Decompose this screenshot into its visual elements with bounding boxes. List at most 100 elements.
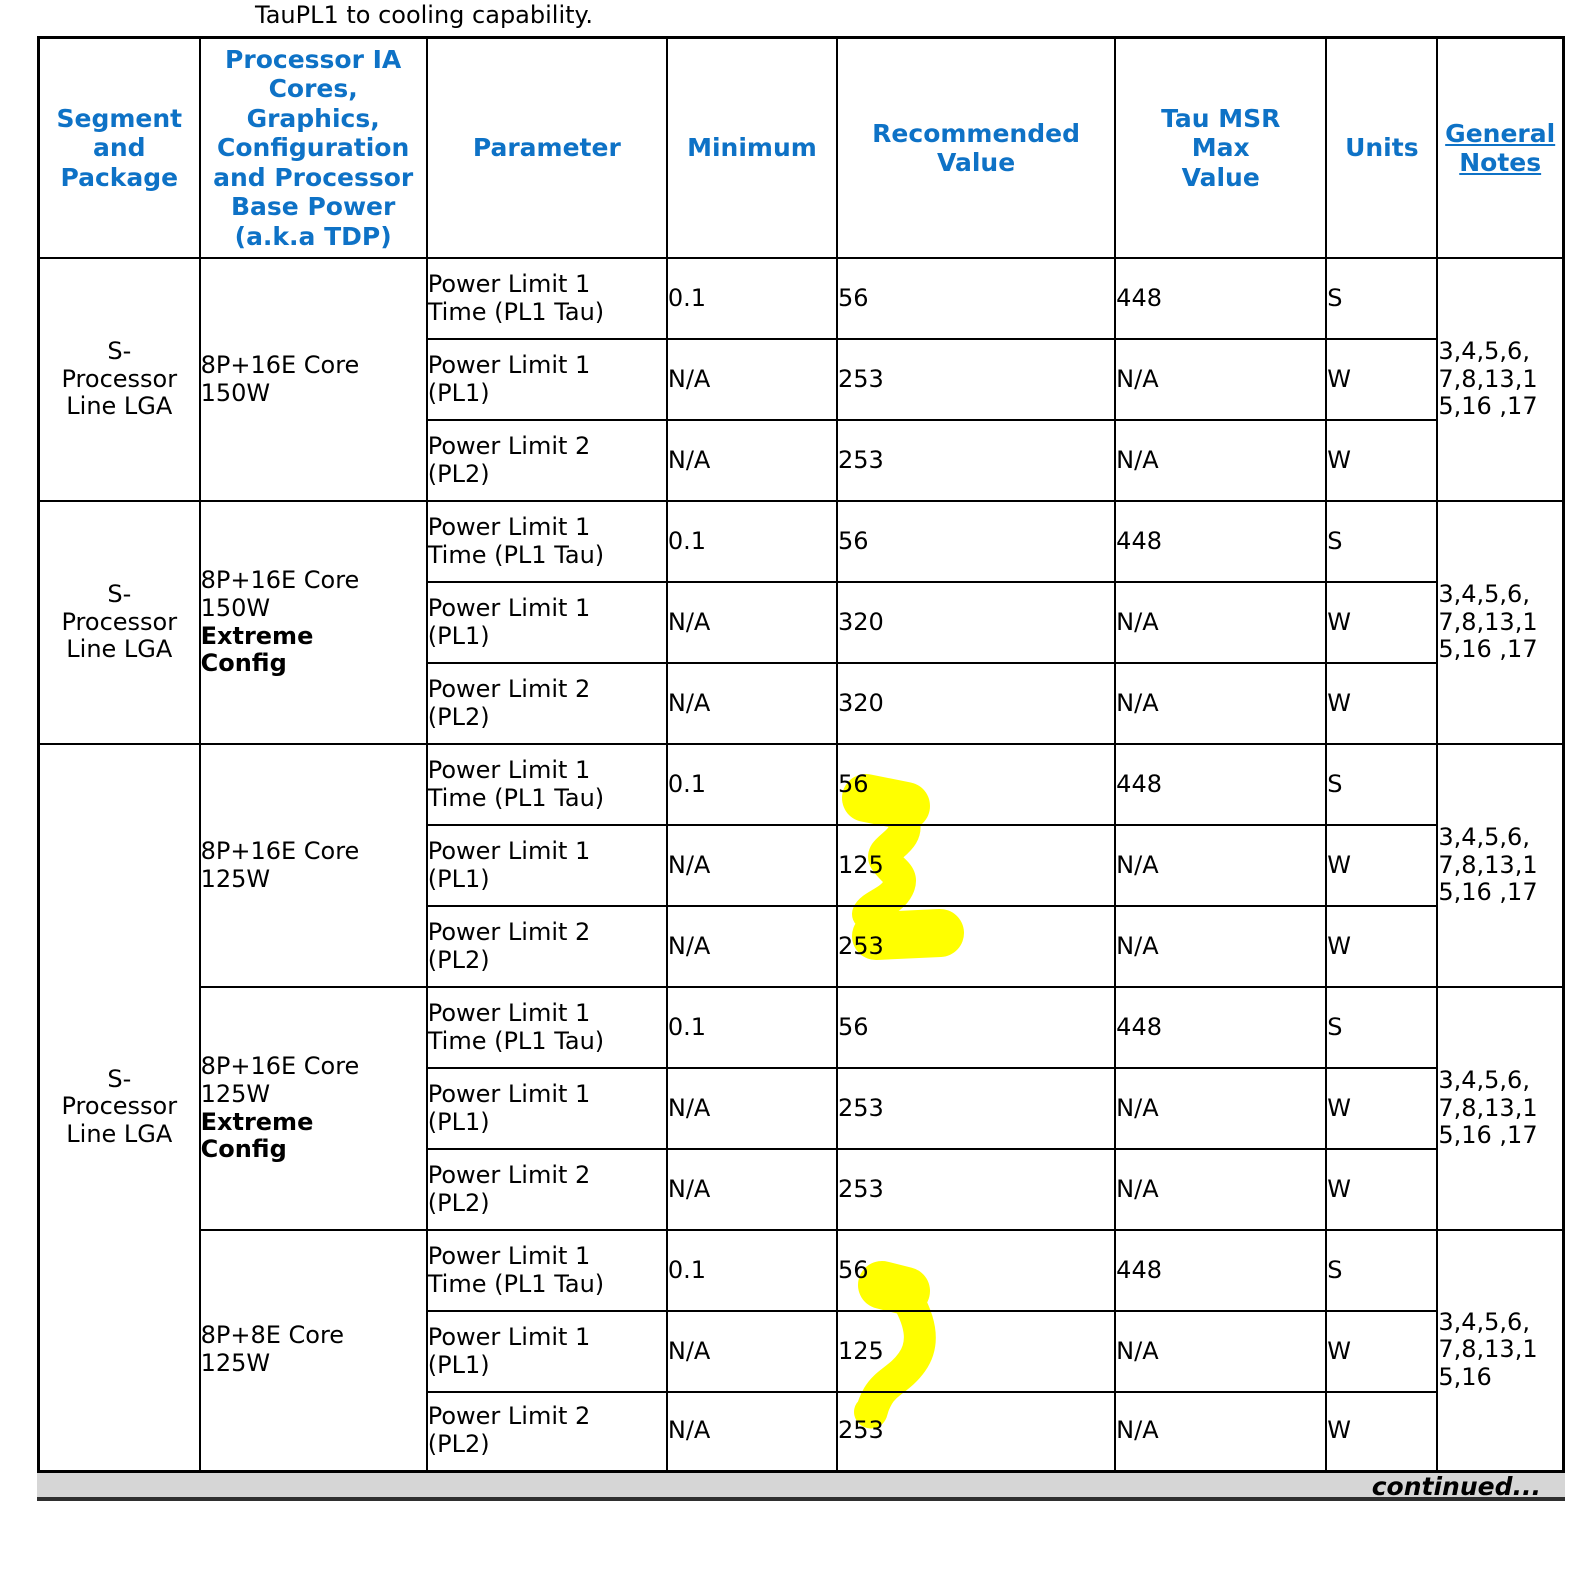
parameter-cell: Power Limit 1 (PL1)	[425, 1067, 668, 1150]
table-row: Power Limit 1 (PL1) N/A 125 N/A W	[39, 824, 1564, 907]
tau-msr-max-cell: 448	[1114, 743, 1328, 826]
config-label: 8P+16E Core 150W	[200, 565, 360, 622]
tau-msr-max-cell: 448	[1114, 986, 1328, 1069]
col-header-parameter: Parameter	[425, 36, 668, 259]
general-notes-cell: 3,4,5,6, 7,8,13,1 5,16 ,17	[1436, 257, 1565, 502]
segment-cell: S- Processor Line LGA	[37, 257, 201, 502]
table-row: Power Limit 1 (PL1) N/A 253 N/A W	[39, 338, 1564, 421]
units-cell: W	[1325, 338, 1439, 421]
power-limits-table-wrap: Segment and Package Processor IA Cores, …	[37, 36, 1567, 1501]
units-cell: S	[1325, 257, 1439, 340]
minimum-cell: 0.1	[665, 743, 839, 826]
parameter-cell: Power Limit 1 (PL1)	[425, 338, 668, 421]
units-cell: W	[1325, 581, 1439, 664]
continued-bar: continued...	[37, 1471, 1565, 1501]
units-cell: W	[1325, 662, 1439, 745]
general-notes-link[interactable]: General Notes	[1445, 118, 1556, 178]
recommended-cell-highlighted: 125	[835, 824, 1117, 907]
minimum-cell: N/A	[665, 824, 839, 907]
config-cell: 8P+16E Core 150W Extreme Config	[198, 500, 428, 745]
recommended-cell: 253	[835, 338, 1117, 421]
tau-msr-max-cell: N/A	[1114, 662, 1328, 745]
tau-msr-max-cell: 448	[1114, 500, 1328, 583]
units-cell: W	[1325, 1310, 1439, 1393]
page-caption-text: TauPL1 to cooling capability.	[255, 1, 593, 29]
units-cell: W	[1325, 905, 1439, 988]
recommended-cell: 253	[835, 1148, 1117, 1231]
table-row: Power Limit 2 (PL2) N/A 253 N/A W	[39, 419, 1564, 502]
table-row: 8P+16E Core 125W Extreme Config Power Lim…	[39, 986, 1565, 1231]
recommended-cell: 56	[835, 986, 1117, 1069]
parameter-cell: Power Limit 1 (PL1)	[425, 824, 668, 907]
minimum-cell: 0.1	[665, 1229, 839, 1312]
general-notes-cell: 3,4,5,6, 7,8,13,1 5,16 ,17	[1436, 500, 1565, 745]
recommended-cell: 320	[835, 662, 1117, 745]
minimum-cell: N/A	[665, 338, 839, 421]
table-row: S- Processor Line LGA 8P+16E Core 150W Ex…	[37, 500, 1565, 745]
config-bold-label: Extreme Config	[200, 621, 314, 678]
recommended-cell: 56	[835, 257, 1117, 340]
recommended-cell: 253	[835, 1391, 1117, 1472]
units-cell: W	[1325, 824, 1439, 907]
col-header-tau-msr-max: Tau MSR Max Value	[1114, 36, 1328, 259]
power-limits-table: Segment and Package Processor IA Cores, …	[37, 36, 1565, 1473]
minimum-cell: N/A	[665, 581, 839, 664]
config-bold-label: Extreme Config	[200, 1107, 314, 1164]
parameter-cell: Power Limit 1 (PL1)	[425, 1310, 668, 1393]
col-header-units: Units	[1325, 36, 1439, 259]
config-cell: 8P+8E Core 125W	[198, 1229, 428, 1472]
parameter-cell: Power Limit 2 (PL2)	[425, 905, 668, 988]
parameter-cell: Power Limit 1 (PL1)	[425, 581, 668, 664]
recommended-cell-highlighted: 125	[835, 1310, 1117, 1393]
parameter-cell: Power Limit 1 Time (PL1 Tau)	[425, 986, 668, 1069]
units-cell: W	[1325, 419, 1439, 502]
minimum-cell: 0.1	[665, 257, 839, 340]
units-cell: W	[1325, 1148, 1439, 1231]
col-header-segment: Segment and Package	[37, 36, 201, 259]
tau-msr-max-cell: 448	[1114, 257, 1328, 340]
parameter-cell: Power Limit 2 (PL2)	[425, 1148, 668, 1231]
minimum-cell: N/A	[665, 1310, 839, 1393]
header-row: Segment and Package Processor IA Cores, …	[37, 36, 1565, 259]
parameter-cell: Power Limit 2 (PL2)	[425, 1391, 668, 1472]
minimum-cell: N/A	[665, 662, 839, 745]
col-header-minimum: Minimum	[665, 36, 839, 259]
config-label: 8P+8E Core 125W	[200, 1321, 345, 1378]
table-row: S- Processor Line LGA 8P+16E Core 125W P…	[37, 743, 1565, 1472]
col-header-processor-config: Processor IA Cores, Graphics, Configurat…	[198, 36, 428, 259]
tau-msr-max-cell: N/A	[1114, 1310, 1328, 1393]
tau-msr-max-cell: N/A	[1114, 338, 1328, 421]
table-row: Power Limit 2 (PL2) N/A 320 N/A W	[39, 662, 1564, 745]
config-label: 8P+16E Core 150W	[200, 350, 360, 407]
tau-msr-max-cell: N/A	[1114, 1067, 1328, 1150]
general-notes-cell: 3,4,5,6, 7,8,13,1 5,16 ,17	[1436, 743, 1565, 988]
table-row: Power Limit 1 (PL1) N/A 320 N/A W	[39, 581, 1564, 664]
minimum-cell: N/A	[665, 1391, 839, 1472]
tau-msr-max-cell: N/A	[1114, 581, 1328, 664]
minimum-cell: 0.1	[665, 986, 839, 1069]
parameter-cell: Power Limit 2 (PL2)	[425, 662, 668, 745]
minimum-cell: N/A	[665, 905, 839, 988]
tau-msr-max-cell: N/A	[1114, 1391, 1328, 1472]
general-notes-cell: 3,4,5,6, 7,8,13,1 5,16	[1436, 1229, 1565, 1472]
recommended-cell: 253	[835, 419, 1117, 502]
tau-msr-max-cell: 448	[1114, 1229, 1328, 1312]
tau-msr-max-cell: N/A	[1114, 905, 1328, 988]
recommended-cell: 253	[835, 1067, 1117, 1150]
units-cell: S	[1325, 1229, 1439, 1312]
col-header-recommended: Recommended Value	[835, 36, 1117, 259]
segment-cell: S- Processor Line LGA	[37, 500, 201, 745]
recommended-cell: 56	[835, 500, 1117, 583]
segment-cell: S- Processor Line LGA	[37, 743, 201, 1472]
recommended-cell: 320	[835, 581, 1117, 664]
table-row: S- Processor Line LGA 8P+16E Core 150W P…	[37, 257, 1565, 502]
units-cell: S	[1325, 986, 1439, 1069]
tau-msr-max-cell: N/A	[1114, 824, 1328, 907]
table-row: Power Limit 1 (PL1) N/A 253 N/A W	[39, 1067, 1564, 1150]
tau-msr-max-cell: N/A	[1114, 1148, 1328, 1231]
parameter-cell: Power Limit 1 Time (PL1 Tau)	[425, 1229, 668, 1312]
recommended-cell-highlighted: 253	[835, 905, 1117, 988]
continued-label: continued...	[1371, 1471, 1541, 1501]
parameter-cell: Power Limit 2 (PL2)	[425, 419, 668, 502]
